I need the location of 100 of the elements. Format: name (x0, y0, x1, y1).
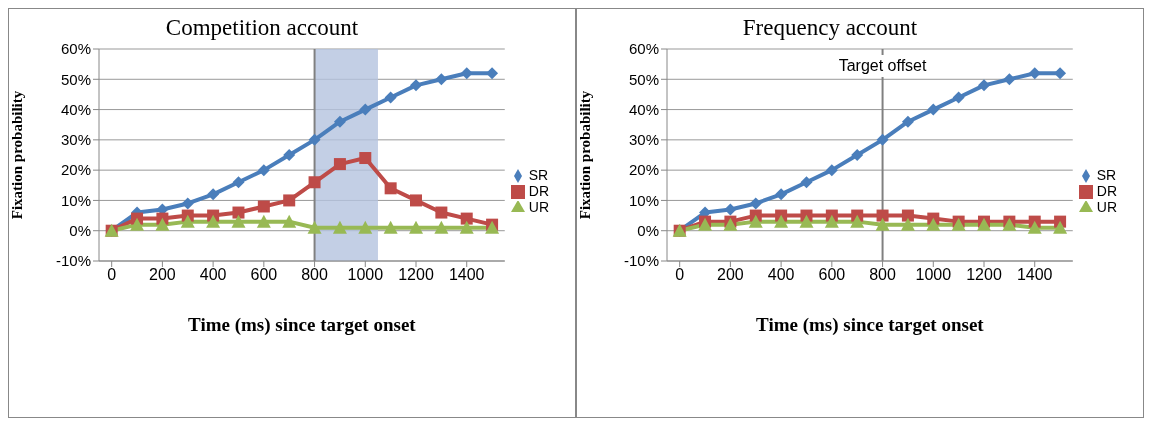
y-axis-title: Fixation probability (9, 90, 26, 220)
point (257, 200, 270, 213)
point (774, 214, 789, 228)
chart-title: Frequency account (741, 15, 919, 41)
point (926, 217, 941, 231)
x-tick-label: 400 (199, 266, 227, 284)
y-tick-label: 50% (60, 70, 91, 88)
legend-label: UR (528, 199, 549, 216)
point (181, 197, 194, 210)
point (333, 158, 346, 171)
point (459, 220, 474, 234)
point (256, 214, 271, 228)
point (876, 133, 889, 146)
x-tick-label: 400 (767, 266, 795, 284)
y-tick-label: 40% (60, 100, 91, 118)
x-tick-label: 600 (818, 266, 846, 284)
point (486, 67, 499, 80)
point (384, 182, 397, 195)
point (800, 176, 813, 189)
y-tick-label: 0% (637, 222, 659, 240)
point (282, 214, 297, 228)
point (333, 115, 346, 128)
legend-label: SR (528, 166, 549, 183)
point (799, 214, 814, 228)
x-tick-label: 0 (107, 266, 117, 284)
chart-title: Competition account (164, 15, 360, 41)
x-tick-label: 200 (717, 266, 744, 284)
point (232, 206, 245, 219)
point (1028, 67, 1041, 80)
y-tick-label: 40% (628, 100, 659, 118)
point (359, 103, 372, 116)
point (1027, 220, 1042, 234)
point (900, 217, 915, 231)
point (824, 214, 839, 228)
point (231, 214, 246, 228)
y-tick-label: -10% (55, 252, 91, 270)
y-tick-label: 50% (628, 70, 659, 88)
legend-label: SR (1096, 166, 1117, 183)
point (876, 209, 889, 222)
point (851, 149, 864, 161)
x-tick-label: 200 (149, 266, 176, 284)
point (435, 206, 448, 219)
point (155, 217, 170, 231)
point (206, 214, 221, 228)
y-tick-label: 10% (60, 191, 91, 209)
legend-label: DR (1096, 182, 1117, 199)
point (359, 152, 372, 165)
point (850, 214, 865, 228)
y-tick-label: 0% (69, 222, 91, 240)
point (232, 176, 245, 189)
point (308, 133, 321, 146)
point (410, 79, 422, 92)
x-tick-label: 1000 (347, 266, 384, 284)
point (748, 214, 763, 228)
x-axis-title: Time (ms) since target onset (756, 314, 985, 336)
y-axis-title: Fixation probability (577, 90, 594, 220)
point (927, 103, 940, 116)
point (384, 91, 397, 104)
point (434, 220, 449, 234)
x-tick-label: 1400 (448, 266, 485, 284)
point (952, 91, 965, 104)
x-tick-label: 800 (301, 266, 329, 284)
point (1003, 73, 1016, 86)
point (901, 209, 914, 222)
y-tick-label: 60% (60, 40, 91, 58)
point (358, 220, 373, 234)
point (308, 176, 321, 189)
point (901, 115, 914, 128)
y-tick-label: 60% (628, 40, 659, 58)
ref-line-label: Target offset (838, 57, 927, 74)
y-tick-label: 30% (60, 131, 91, 149)
x-tick-label: 800 (869, 266, 897, 284)
y-tick-label: -10% (623, 252, 659, 270)
point (409, 220, 423, 234)
point (435, 73, 448, 86)
point (332, 220, 347, 234)
x-tick-label: 0 (675, 266, 685, 284)
point (283, 149, 296, 161)
x-tick-label: 1400 (1016, 266, 1053, 284)
point (1053, 220, 1068, 234)
point (410, 194, 422, 207)
x-tick-label: 600 (250, 266, 278, 284)
x-axis-title: Time (ms) since target onset (188, 314, 417, 336)
legend-label: DR (528, 182, 549, 199)
y-tick-label: 20% (60, 161, 91, 179)
point (283, 194, 296, 207)
point (724, 203, 737, 216)
y-tick-label: 30% (628, 131, 659, 149)
point (460, 67, 473, 80)
x-tick-label: 1200 (398, 266, 434, 284)
point (775, 188, 788, 201)
point (307, 220, 322, 234)
x-tick-label: 1000 (915, 266, 952, 284)
point (1054, 67, 1067, 80)
point (875, 217, 890, 231)
point (257, 164, 270, 177)
point (978, 79, 990, 92)
point (130, 217, 145, 231)
point (383, 220, 398, 234)
point (825, 164, 838, 177)
